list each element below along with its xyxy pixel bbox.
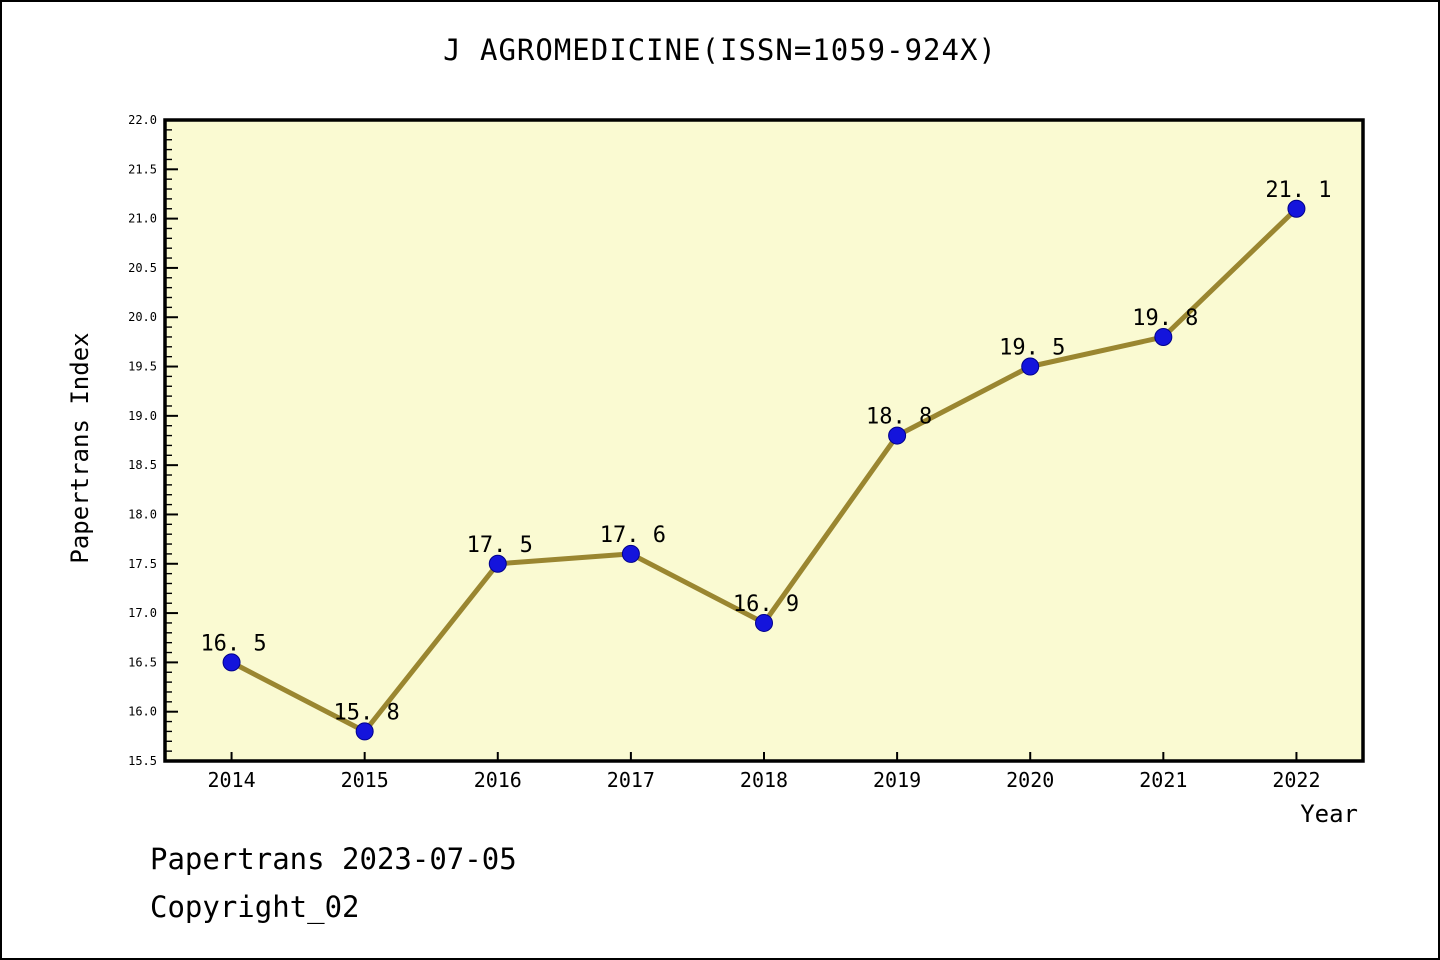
data-point-label: 17. 5	[467, 533, 533, 558]
y-tick-label: 15.5	[128, 754, 157, 768]
y-tick-label: 19.5	[128, 360, 157, 374]
data-point-label: 17. 6	[600, 523, 666, 548]
data-point	[488, 554, 507, 573]
data-point-label: 19. 5	[999, 336, 1065, 361]
x-tick-label: 2014	[207, 768, 255, 792]
y-tick-label: 18.0	[128, 507, 157, 521]
plot-border	[163, 118, 1365, 763]
y-tick-label: 18.5	[128, 458, 157, 472]
data-point-label: 18. 8	[866, 405, 932, 430]
x-tick-label: 2017	[607, 768, 655, 792]
data-point	[755, 613, 773, 632]
y-tick-label: 17.0	[128, 606, 157, 620]
y-tick-label: 21.5	[128, 162, 157, 176]
x-tick-label: 2016	[474, 768, 522, 792]
x-tick-label: 2020	[1006, 768, 1054, 792]
x-tick-label: 2018	[740, 768, 788, 792]
data-point	[1021, 357, 1040, 376]
data-point-label: 15. 8	[334, 700, 400, 725]
y-tick-label: 16.0	[128, 705, 157, 719]
data-point	[888, 426, 907, 445]
x-tick-label: 2021	[1139, 768, 1187, 792]
data-point	[222, 653, 241, 672]
data-point-label: 16. 9	[733, 592, 799, 617]
y-tick-label: 20.0	[128, 310, 157, 324]
data-point	[1154, 327, 1173, 346]
x-tick-label: 2015	[341, 768, 389, 792]
y-tick-label: 20.5	[128, 261, 157, 275]
data-point-label: 19. 8	[1132, 306, 1198, 331]
x-tick-label: 2022	[1272, 768, 1320, 792]
footer-watermark: Papertrans 2023-07-05	[150, 842, 517, 876]
data-point-label: 16. 5	[200, 631, 266, 656]
y-tick-label: 17.5	[128, 557, 157, 571]
x-tick-label: 2019	[873, 768, 921, 792]
y-tick-label: 19.0	[128, 409, 157, 423]
y-tick-label: 21.0	[128, 212, 157, 226]
x-axis-label: Year	[1300, 800, 1358, 828]
data-point-label: 21. 1	[1265, 178, 1331, 203]
data-point	[1287, 199, 1306, 218]
footer-copyright: Copyright_02	[150, 890, 360, 924]
data-point	[355, 722, 374, 741]
chart-title: J AGROMEDICINE(ISSN=1059-924X)	[443, 33, 997, 67]
y-tick-label: 22.0	[128, 113, 157, 127]
data-point	[621, 544, 640, 563]
y-tick-label: 16.5	[128, 655, 157, 669]
plot-background	[165, 120, 1363, 761]
